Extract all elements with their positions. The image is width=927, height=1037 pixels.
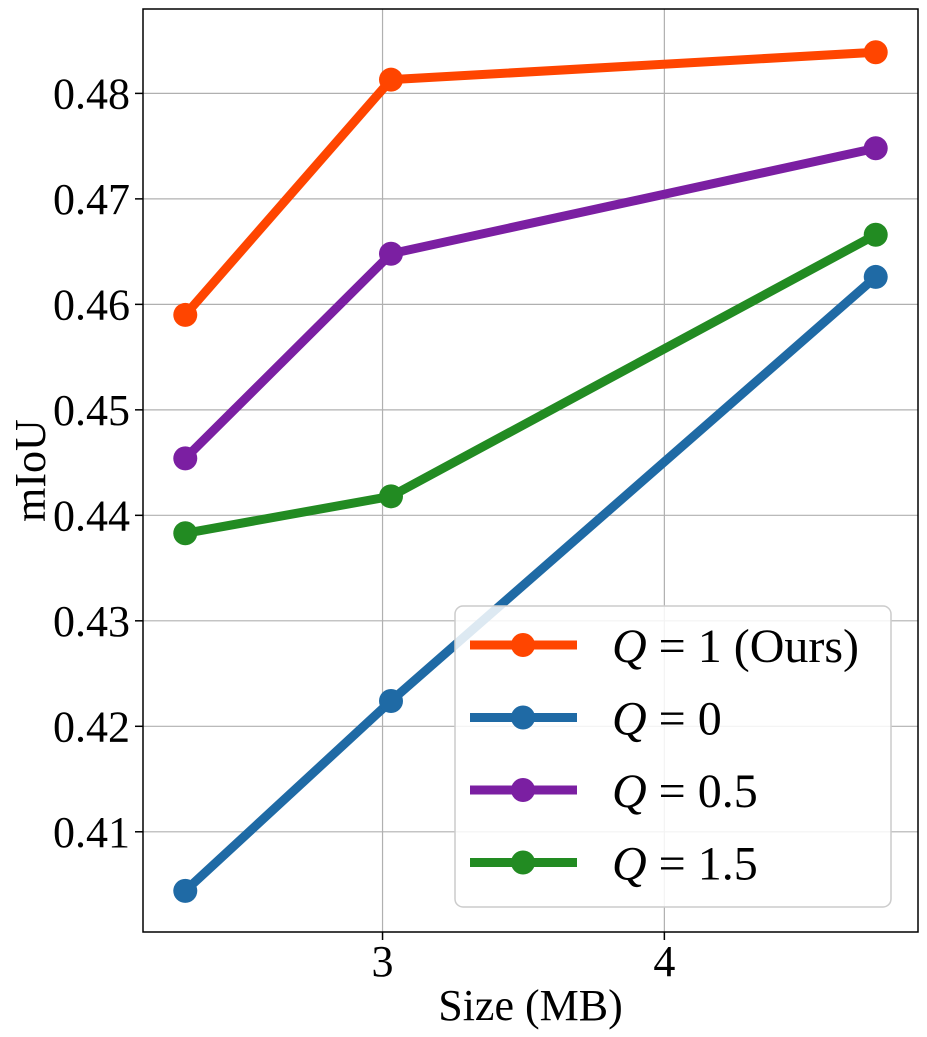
data-point bbox=[379, 484, 403, 509]
legend-symbol: Q bbox=[612, 838, 647, 891]
legend-symbol: Q bbox=[612, 620, 647, 673]
legend-item: Q = 1 (Ours) bbox=[470, 620, 859, 673]
data-point bbox=[863, 40, 888, 65]
data-point bbox=[173, 446, 198, 471]
data-point bbox=[379, 67, 403, 92]
y-tick-label: 0.47 bbox=[53, 175, 130, 224]
legend-item: Q = 1.5 bbox=[470, 838, 758, 891]
y-tick-label: 0.46 bbox=[53, 280, 130, 329]
legend-label: Q = 0.5 bbox=[612, 765, 758, 818]
legend-marker bbox=[511, 778, 535, 802]
series-2 bbox=[173, 136, 888, 471]
data-point bbox=[379, 688, 403, 713]
legend-item: Q = 0 bbox=[470, 693, 722, 746]
x-axis-label: Size (MB) bbox=[438, 981, 623, 1030]
legend-marker bbox=[511, 705, 535, 730]
y-tick-label: 0.48 bbox=[53, 69, 130, 118]
legend-symbol: Q bbox=[612, 693, 647, 746]
y-tick-label: 0.41 bbox=[53, 808, 130, 857]
data-point bbox=[863, 136, 888, 161]
data-point bbox=[173, 878, 198, 903]
y-tick-label: 0.44 bbox=[53, 491, 130, 540]
data-point bbox=[863, 222, 888, 247]
y-tick-label: 0.42 bbox=[53, 702, 130, 751]
legend-label: Q = 1 (Ours) bbox=[612, 620, 859, 673]
data-point bbox=[173, 302, 198, 327]
legend-text: = 1 (Ours) bbox=[647, 620, 859, 673]
data-point bbox=[863, 264, 888, 289]
tick-labels: 0.41 0.42 0.43 0.44 0.45 0.46 0.47 0.48 3 4 bbox=[53, 69, 675, 986]
legend-text: = 0 bbox=[647, 693, 722, 746]
x-tick-label: 3 bbox=[372, 937, 394, 986]
legend-box bbox=[454, 605, 892, 908]
legend-symbol: Q bbox=[612, 765, 647, 818]
series-line bbox=[184, 230, 878, 538]
legend-label: Q = 1.5 bbox=[612, 838, 758, 891]
series-1 bbox=[173, 264, 888, 903]
legend-text: = 0.5 bbox=[647, 765, 758, 818]
legend-label: Q = 0 bbox=[612, 693, 722, 746]
y-tick-label: 0.45 bbox=[53, 386, 130, 435]
legend-item: Q = 0.5 bbox=[470, 765, 758, 818]
legend-marker bbox=[511, 633, 535, 657]
data-point bbox=[379, 241, 403, 266]
legend: Q = 1 (Ours)Q = 0Q = 0.5Q = 1.5 bbox=[454, 605, 892, 908]
series-line bbox=[181, 47, 876, 318]
plot-frame bbox=[142, 8, 919, 933]
y-axis-label: mIoU bbox=[6, 419, 55, 522]
legend-marker bbox=[511, 850, 535, 875]
x-tick-label: 4 bbox=[653, 937, 675, 986]
series-group bbox=[173, 40, 888, 903]
series-0 bbox=[173, 40, 888, 327]
data-point bbox=[173, 521, 198, 546]
series-3 bbox=[173, 222, 888, 546]
y-tick-label: 0.43 bbox=[53, 597, 130, 646]
legend-text: = 1.5 bbox=[647, 838, 758, 891]
